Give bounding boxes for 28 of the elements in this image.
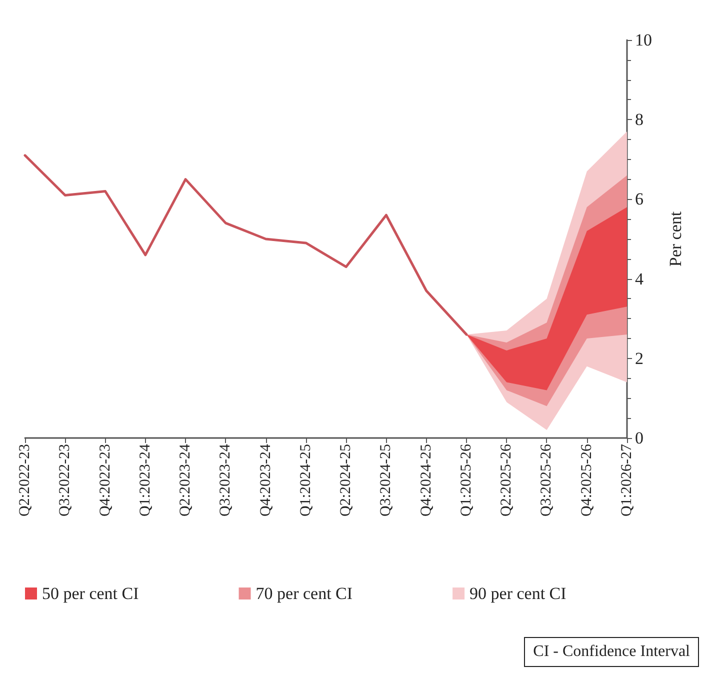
legend-label: 50 per cent CI [42,584,140,603]
line-series [24,154,468,336]
y-tick-label: 6 [635,190,644,209]
x-tick-label: Q2:2022-23 [17,444,33,516]
x-tick-label: Q1:2024-25 [298,444,314,516]
x-tick-label: Q2:2024-25 [338,444,354,516]
text: CI - Confidence Interval [524,637,699,667]
x-tick-label: Q3:2022-23 [57,444,74,516]
y-axis-title: Per cent [666,211,685,267]
y-tick-label: 8 [635,110,644,130]
x-tick-label: Q4:2023-24 [258,444,274,516]
x-tick-label: Q1:2023-24 [137,444,154,516]
x-tick-label: Q3:2024-25 [378,444,394,516]
legend-label: 70 per cent CI [256,584,353,603]
y-tick-label: 0 [635,428,644,448]
x-tick-label: Q4:2024-25 [418,444,434,516]
legend-label: 90 per cent CI [470,584,567,603]
x-tick-label: Q2:2025-26 [498,444,515,516]
x-tick-label: Q1:2026-27 [619,444,635,516]
x-tick-label: Q1:2025-26 [458,444,474,516]
x-tick-label: Q2:2023-24 [178,444,194,516]
y-tick-label: 4 [635,269,644,288]
x-tick-label: Q3:2025-26 [538,444,555,516]
x-tick-label: Q4:2022-23 [97,444,114,516]
x-tick-label: Q4:2025-26 [578,444,595,516]
x-tick-label: Q3:2023-24 [218,444,234,516]
y-tick-label: 10 [635,30,652,50]
y-tick-label: 2 [635,348,644,368]
